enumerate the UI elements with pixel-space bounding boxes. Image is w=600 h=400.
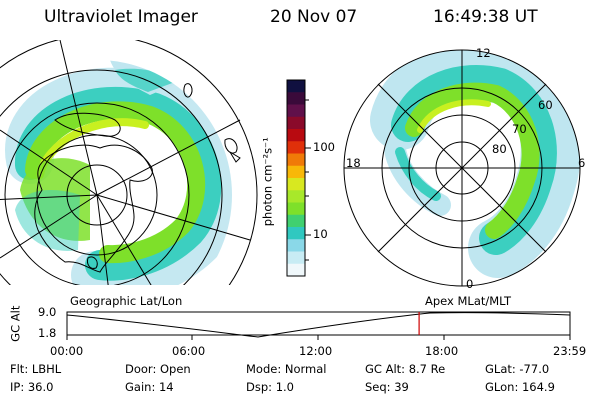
mlt-label-0: 0 xyxy=(466,277,474,291)
colorbar-swatch xyxy=(287,141,305,154)
geographic-label: Geographic Lat/Lon xyxy=(70,294,183,308)
time-label: 16:49:38 UT xyxy=(433,7,538,27)
colorbar-swatch xyxy=(287,80,305,93)
colorbar-swatch xyxy=(287,178,305,191)
colorbar-swatch xyxy=(287,165,305,179)
colorbar-swatch xyxy=(287,116,305,130)
altitude-xtick-2359: 23:59 xyxy=(553,344,587,358)
altitude-ylabel: GC Alt xyxy=(8,305,23,342)
colorbar-swatch xyxy=(287,202,305,216)
colorbar xyxy=(287,80,305,277)
altitude-plot xyxy=(66,311,571,340)
date-label: 20 Nov 07 xyxy=(270,7,358,27)
info-glon: GLon: 164.9 xyxy=(485,380,555,394)
info-gain: Gain: 14 xyxy=(125,380,174,394)
mlt-label-6: 6 xyxy=(578,156,586,170)
info-dsp: Dsp: 1.0 xyxy=(246,380,294,394)
colorbar-swatch xyxy=(287,251,305,265)
altitude-curve xyxy=(66,312,571,338)
colorbar-unit-label: photon cm⁻²s⁻¹ xyxy=(260,137,275,227)
colorbar-swatch xyxy=(287,92,305,105)
altitude-xtick-1200: 12:00 xyxy=(299,344,333,358)
altitude-xtick-1800: 18:00 xyxy=(425,344,459,358)
info-gc-alt: GC Alt: 8.7 Re xyxy=(365,362,446,376)
altitude-xtick-0600: 06:00 xyxy=(172,344,206,358)
info-mode: Mode: Normal xyxy=(246,362,327,376)
info-ip: IP: 36.0 xyxy=(10,380,54,394)
colorbar-swatch xyxy=(287,263,305,277)
colorbar-swatch xyxy=(287,239,305,252)
colorbar-swatch xyxy=(287,129,305,142)
lat-label-60: 60 xyxy=(538,98,553,112)
apex-image xyxy=(343,49,581,287)
altitude-ytick-1-8: 1.8 xyxy=(38,326,57,340)
colorbar-tick-100: 100 xyxy=(313,140,335,154)
mlt-label-18: 18 xyxy=(346,156,361,170)
colorbar-frame xyxy=(286,79,306,277)
colorbar-swatch xyxy=(287,153,305,167)
altitude-ytick-9: 9.0 xyxy=(38,305,57,319)
geographic-image xyxy=(0,40,258,285)
info-seq: Seq: 39 xyxy=(365,380,409,394)
colorbar-swatch xyxy=(287,214,305,228)
info-glat: GLat: -77.0 xyxy=(485,362,550,376)
colorbar-tick-10: 10 xyxy=(313,227,328,241)
colorbar-swatch xyxy=(287,227,305,240)
apex-label: Apex MLat/MLT xyxy=(425,294,512,308)
lat-label-70: 70 xyxy=(512,122,527,136)
lat-label-80: 80 xyxy=(492,142,507,156)
colorbar-swatch xyxy=(287,190,305,203)
info-filter: Flt: LBHL xyxy=(10,362,62,376)
altitude-xtick-0000: 00:00 xyxy=(50,344,84,358)
instrument-title: Ultraviolet Imager xyxy=(44,7,198,27)
mlt-label-12: 12 xyxy=(476,46,491,60)
info-door: Door: Open xyxy=(125,362,191,376)
colorbar-swatch xyxy=(287,104,305,118)
